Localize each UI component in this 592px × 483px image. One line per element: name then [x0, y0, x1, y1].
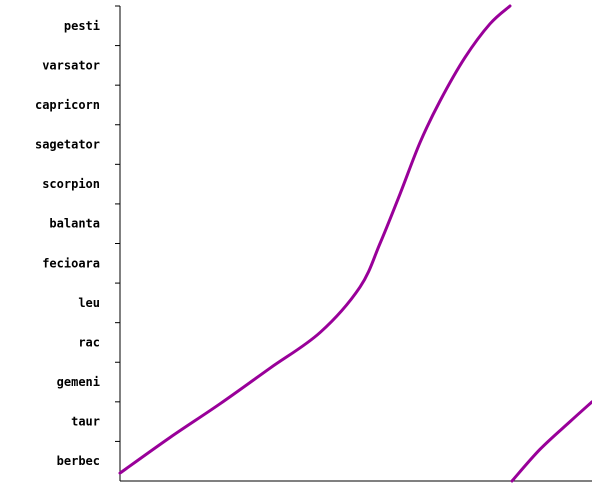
y-tick-label-berbec: berbec	[57, 454, 100, 468]
y-tick-label-leu: leu	[78, 296, 100, 310]
y-tick-labels: berbec taur gemeni rac leu fecioara balanta sco…	[35, 19, 100, 468]
y-tick-label-gemeni: gemeni	[57, 375, 100, 389]
y-tick-label-balanta: balanta	[49, 217, 100, 231]
series-layer	[118, 4, 592, 483]
y-tick-label-taur: taur	[71, 415, 100, 429]
y-tick-label-sagetator: sagetator	[35, 138, 100, 152]
y-tick-label-scorpion: scorpion	[42, 177, 100, 191]
series-line-segment-2	[510, 400, 592, 483]
y-tick-label-rac: rac	[78, 335, 100, 349]
y-tick-label-capricorn: capricorn	[35, 98, 100, 112]
y-axis-ticks	[115, 5, 120, 442]
series-line-segment-1	[118, 4, 512, 475]
y-tick-label-varsator: varsator	[42, 58, 100, 72]
y-tick-label-fecioara: fecioara	[42, 256, 100, 270]
y-tick-label-pesti: pesti	[64, 19, 100, 33]
